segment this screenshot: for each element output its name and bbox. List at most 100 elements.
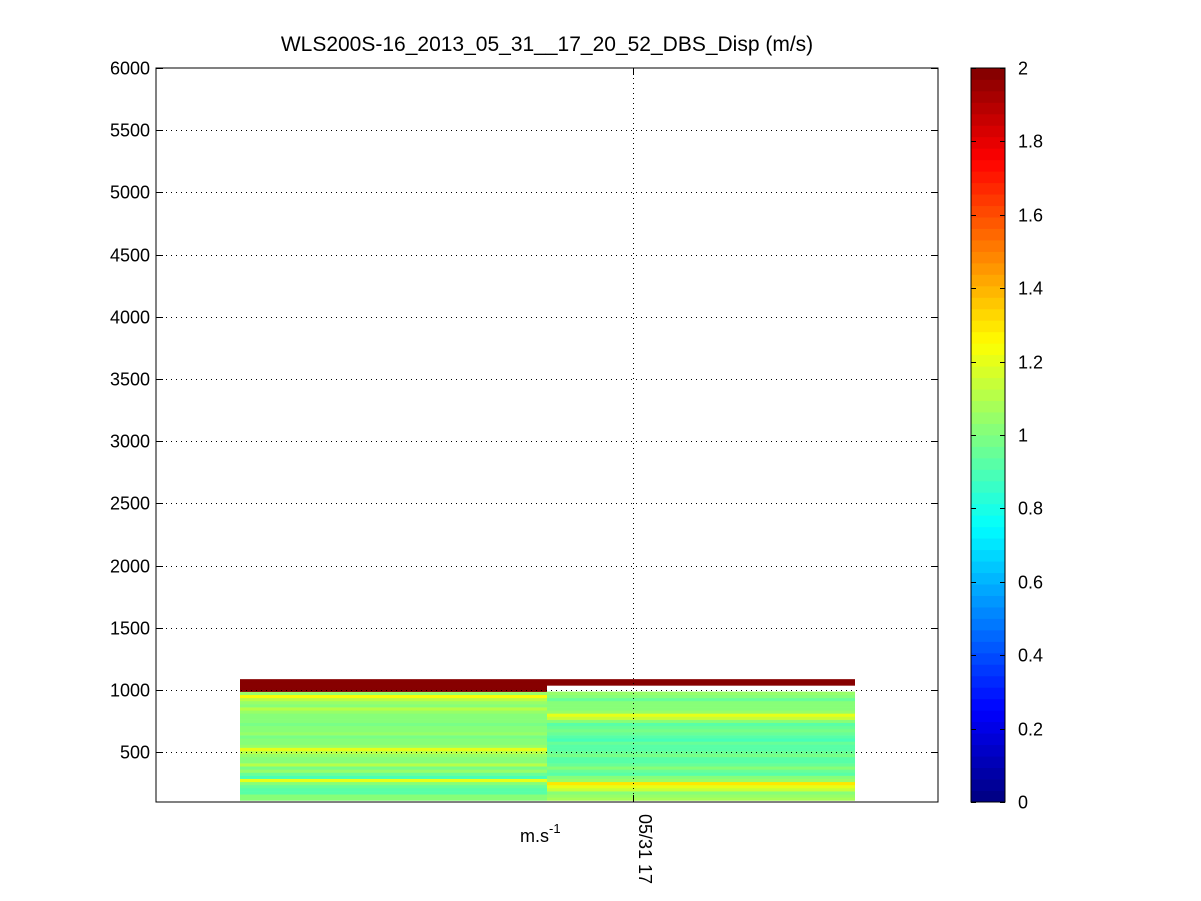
heatmap-cell xyxy=(240,741,547,745)
heatmap-cell xyxy=(240,682,547,686)
heatmap-cell xyxy=(547,735,855,739)
heatmap-cell xyxy=(240,781,547,786)
colorbar-band xyxy=(971,113,1005,126)
colorbar-band xyxy=(971,228,1005,241)
heatmap-cell xyxy=(240,700,547,705)
y-tick-label: 4500 xyxy=(110,246,150,266)
colorbar-ticks: 0 0.2 0.4 0.6 0.8 1 1.2 1.4 1.6 1.8 2 xyxy=(971,59,1043,813)
y-tick-label: 1500 xyxy=(110,619,150,639)
heatmap-cell xyxy=(547,781,855,786)
colorbar-band xyxy=(971,240,1005,252)
colorbar-band xyxy=(971,698,1005,711)
colorbar-band xyxy=(971,308,1005,321)
colorbar-band xyxy=(971,457,1005,470)
heatmap-cell xyxy=(547,716,855,720)
colorbar-band xyxy=(971,262,1005,275)
y-tick-label: 3500 xyxy=(110,370,150,390)
heatmap-cell xyxy=(547,744,855,748)
colorbar-band xyxy=(971,400,1005,413)
heatmap-cell xyxy=(240,719,547,723)
colorbar-tick-label: 0.2 xyxy=(1018,720,1043,740)
heatmap-cell xyxy=(547,772,855,776)
colorbar-band xyxy=(971,68,1005,80)
colorbar-band xyxy=(971,366,1005,379)
colorbar-band xyxy=(971,343,1005,356)
heatmap-cell xyxy=(240,797,547,801)
heatmap-cell xyxy=(240,694,547,699)
y-tick-label: 2500 xyxy=(110,494,150,514)
heatmap-cell xyxy=(240,788,547,792)
colorbar-band xyxy=(971,549,1005,562)
colorbar-bands xyxy=(971,68,1005,803)
heatmap-cell xyxy=(240,732,547,736)
colorbar-band xyxy=(971,756,1005,768)
colorbar-tick-label: 1 xyxy=(1018,426,1028,446)
colorbar-band xyxy=(971,377,1005,390)
colorbar-band xyxy=(971,790,1005,803)
heatmap-cell xyxy=(240,710,547,714)
heatmap-cell xyxy=(240,744,547,748)
heatmap-cell xyxy=(240,716,547,720)
y-axis-ticks: 500 1000 1500 2000 2500 3000 3500 4000 4500 5000 5… xyxy=(110,59,938,763)
heatmap-cell xyxy=(240,753,547,758)
heatmap-cell xyxy=(240,784,547,789)
heatmap-cell xyxy=(240,713,547,717)
heatmap-cell xyxy=(547,697,855,702)
colorbar-band xyxy=(971,480,1005,493)
colorbar-band xyxy=(971,159,1005,172)
colorbar-band xyxy=(971,561,1005,574)
x-tick-label: 05/31 17 xyxy=(635,814,655,884)
colorbar-tick-label: 1.4 xyxy=(1018,279,1043,299)
colorbar-band xyxy=(971,171,1005,184)
heatmap-cell xyxy=(547,704,855,708)
heatmap-cell xyxy=(547,700,855,705)
colorbar-band xyxy=(971,675,1005,688)
colorbar-band xyxy=(971,389,1005,401)
y-tick-label: 4000 xyxy=(110,308,150,328)
colorbar-band xyxy=(971,354,1005,367)
colorbar-band xyxy=(971,767,1005,780)
colorbar-band xyxy=(971,492,1005,505)
heatmap-cell xyxy=(547,778,855,783)
heatmap-cell xyxy=(240,794,547,798)
colorbar-tick-label: 1.2 xyxy=(1018,353,1043,373)
plot-frame xyxy=(155,67,939,803)
heatmap-cell xyxy=(240,756,547,761)
heatmap-cell xyxy=(240,778,547,783)
colorbar-band xyxy=(971,710,1005,723)
heatmap-cell xyxy=(547,747,855,751)
colorbar-band xyxy=(971,618,1005,631)
unit-label-exponent: -1 xyxy=(549,821,561,836)
heatmap-cell xyxy=(547,710,855,714)
colorbar-band xyxy=(971,79,1005,92)
colorbar-tick-label: 0.6 xyxy=(1018,573,1043,593)
colorbar-band xyxy=(971,285,1005,298)
colorbar-band xyxy=(971,217,1005,229)
colorbar-band xyxy=(971,412,1005,424)
colorbar-band xyxy=(971,687,1005,700)
colorbar-band xyxy=(971,446,1005,459)
heatmap-cell xyxy=(240,769,547,773)
heatmap-cell xyxy=(240,775,547,779)
plot-area: 500 1000 1500 2000 2500 3000 3500 4000 4500 5000 5… xyxy=(110,59,939,803)
colorbar-band xyxy=(971,503,1005,516)
colorbar-band xyxy=(971,572,1005,585)
colorbar-band xyxy=(971,652,1005,665)
grid-lines xyxy=(156,68,938,802)
heatmap-cell xyxy=(547,766,855,770)
colorbar-band xyxy=(971,744,1005,757)
colorbar-band xyxy=(971,584,1005,596)
y-tick-label: 5500 xyxy=(110,121,150,141)
heatmap-cell xyxy=(240,725,547,730)
heatmap-cell xyxy=(240,722,547,727)
colorbar-tick-label: 0.8 xyxy=(1018,499,1043,519)
heatmap-cell xyxy=(547,738,855,742)
colorbar-band xyxy=(971,194,1005,207)
heatmap-cell xyxy=(240,728,547,733)
colorbar-band xyxy=(971,526,1005,539)
colorbar-band xyxy=(971,641,1005,654)
heatmap-cell xyxy=(547,722,855,727)
heatmap-cell xyxy=(240,691,547,695)
colorbar-band xyxy=(971,90,1005,103)
colorbar-tick-label: 2 xyxy=(1018,59,1028,79)
